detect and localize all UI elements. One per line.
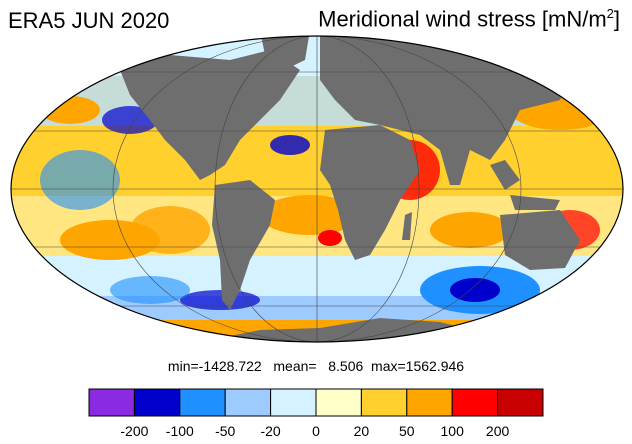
colorbar-tick-label: 200 [485, 423, 510, 439]
colorbar-swatch [88, 388, 135, 417]
colorbar-tick-label: -100 [165, 423, 194, 439]
stats-line: min=-1428.722 mean= 8.506 max=1562.946 [167, 358, 465, 374]
colorbar-tick-label: -50 [215, 423, 236, 439]
colorbar-swatch [179, 388, 226, 417]
colorbar-swatch [270, 388, 317, 417]
colorbar [88, 388, 544, 417]
colorbar-tick-label: -200 [120, 423, 149, 439]
variable-title: Meridional wind stress [mN/m2] [318, 6, 620, 32]
colorbar-swatch [451, 388, 499, 417]
colorbar-tick-label: 0 [312, 423, 320, 439]
colorbar-swatch [133, 388, 181, 417]
colorbar-tick-label: -20 [260, 423, 281, 439]
map-field [11, 36, 623, 342]
colorbar-swatch [406, 388, 453, 417]
colorbar-swatch [360, 388, 408, 417]
colorbar-swatch [315, 388, 362, 417]
map-outline [10, 35, 624, 343]
colorbar-tick-label: 20 [353, 423, 370, 439]
map-title: ERA5 JUN 2020 [8, 8, 170, 33]
colorbar-tick-label: 50 [399, 423, 415, 439]
colorbar-swatch [497, 388, 544, 417]
colorbar-swatch [224, 388, 272, 417]
colorbar-tick-label: 100 [440, 423, 464, 439]
